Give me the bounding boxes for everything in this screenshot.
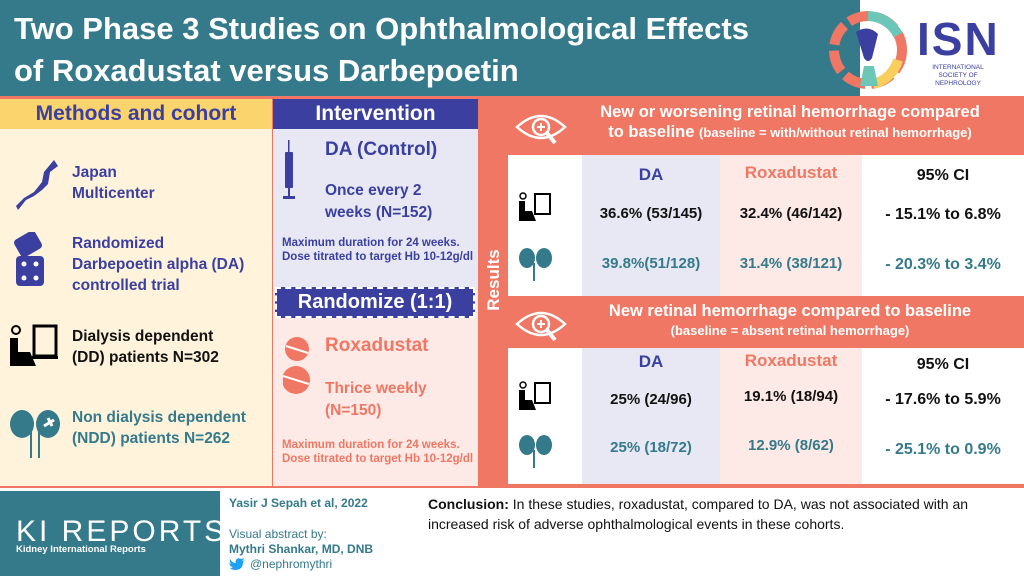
author: Mythri Shankar, MD, DNB — [229, 542, 374, 556]
section2-da-column — [582, 348, 720, 484]
s1-ndd-ci: - 20.3% to 3.4% — [885, 256, 1001, 273]
ndd-line1: Non dialysis dependent — [72, 409, 246, 426]
intervention-da-panel — [273, 99, 478, 289]
design-line3: controlled trial — [72, 277, 180, 294]
conclusion: Conclusion: In these studies, roxadustat… — [428, 494, 1020, 534]
methods-heading: Methods and cohort — [0, 99, 272, 129]
methods-item-ndd: Non dialysis dependent (NDD) patients N=2… — [72, 407, 246, 449]
twitter-icon — [229, 558, 245, 570]
japan-map-icon — [16, 160, 58, 210]
ki-reports-subtitle: Kidney International Reports — [16, 544, 146, 555]
rx-freq-line2: (N=150) — [325, 402, 382, 419]
dice-icon — [14, 232, 44, 286]
title-line-1: Two Phase 3 Studies on Ophthalmological … — [14, 11, 749, 46]
section1-header-roxadustat: Roxadustat — [744, 163, 838, 182]
eye-magnifier-icon — [515, 114, 567, 145]
header-banner — [0, 0, 860, 96]
da-note: Maximum duration for 24 weeks. Dose titr… — [282, 237, 474, 263]
conclusion-text: In these studies, roxadustat, compared t… — [428, 496, 969, 532]
title-line-2: of Roxadustat versus Darbepoetin — [14, 53, 519, 88]
s2-dd-ci: - 17.6% to 5.9% — [885, 391, 1001, 408]
methods-item-design: Randomized Darbepoetin alpha (DA) controll… — [72, 233, 244, 296]
s1-ndd-roxadustat: 31.4% (38/121) — [739, 255, 843, 272]
section2-header-roxadustat: Roxadustat — [744, 351, 838, 370]
section1-subtitle: (baseline = with/without retinal hemorrh… — [699, 125, 972, 140]
section2-heading: New retinal hemorrhage compared to basel… — [570, 301, 1010, 341]
methods-item-location: Japan Multicenter — [72, 162, 155, 204]
section1-title1: New or worsening retinal hemorrhage comp… — [600, 103, 980, 121]
section1-heading: New or worsening retinal hemorrhage comp… — [570, 102, 1010, 143]
eye-magnifier-icon — [515, 311, 567, 342]
randomize-heading: Randomize (1:1) — [275, 287, 475, 318]
section1-roxadustat-column — [720, 155, 862, 296]
section1-da-column — [582, 155, 720, 296]
section2-table: DA Roxadustat 95% CI 25% (24/96) 19.1% (… — [508, 348, 1024, 484]
dialysis-patient-icon — [10, 324, 58, 366]
da-title: DA (Control) — [325, 139, 438, 160]
page-title: Two Phase 3 Studies on Ophthalmological … — [14, 8, 854, 92]
s1-dd-ci: - 15.1% to 6.8% — [885, 206, 1001, 223]
da-freq-line2: weeks (N=152) — [325, 204, 433, 221]
kidney-icon — [519, 248, 552, 281]
s2-dd-da: 25% (24/96) — [610, 391, 692, 408]
twitter-handle[interactable]: @nephromythri — [250, 557, 333, 571]
citation: Yasir J Sepah et al, 2022 — [229, 496, 368, 510]
location-line2: Multicenter — [72, 185, 155, 202]
roxadustat-title: Roxadustat — [325, 335, 429, 356]
isn-logo-subtitle: INTERNATIONAL SOCIETY OF NEPHROLOGY — [932, 64, 984, 87]
rx-freq-line1: Thrice weekly — [325, 380, 427, 397]
methods-item-dd: Dialysis dependent (DD) patients N=302 — [72, 326, 219, 368]
section2-roxadustat-column — [720, 348, 862, 484]
section1-title2: to baseline — [608, 123, 695, 141]
section2-header-da: DA — [638, 352, 664, 371]
pill-icon — [283, 337, 310, 394]
ki-reports-title: KI REPORTS — [16, 515, 228, 548]
location-line1: Japan — [72, 164, 117, 181]
kidney-icon — [519, 435, 552, 468]
isn-emblem-icon — [829, 11, 907, 89]
dialysis-patient-icon — [519, 381, 551, 410]
section2-header-ci: 95% CI — [916, 356, 970, 373]
s2-ndd-roxadustat: 12.9% (8/62) — [748, 437, 834, 454]
s1-dd-da: 36.6% (53/145) — [599, 205, 703, 222]
section2-title1: New retinal hemorrhage compared to basel… — [608, 302, 972, 320]
kidney-icon — [10, 410, 60, 458]
s2-ndd-da: 25% (18/72) — [610, 439, 692, 456]
da-freq-line1: Once every 2 — [325, 182, 422, 199]
s1-dd-roxadustat: 32.4% (46/142) — [739, 205, 843, 222]
s2-ndd-ci: - 25.1% to 0.9% — [885, 441, 1001, 458]
syringe-icon — [283, 140, 295, 199]
design-line2: Darbepoetin alpha (DA) — [72, 256, 245, 273]
dd-line1: Dialysis dependent — [72, 328, 214, 345]
section2-subtitle: (baseline = absent retinal hemorrhage) — [670, 323, 910, 338]
section1-table: DA Roxadustat 95% CI 36.6% (53/145) 32.4… — [508, 155, 1024, 296]
conclusion-label: Conclusion: — [428, 496, 509, 512]
s2-dd-roxadustat: 19.1% (18/94) — [743, 388, 839, 405]
results-label: Results — [481, 220, 507, 340]
da-frequency: Once every 2 weeks (N=152) — [325, 180, 432, 224]
section1-header-da: DA — [638, 165, 664, 184]
ndd-line2: (NDD) patients N=262 — [72, 430, 231, 447]
intervention-heading: Intervention — [273, 99, 478, 129]
roxadustat-note: Maximum duration for 24 weeks. Dose titr… — [282, 439, 474, 465]
design-line1: Randomized — [72, 235, 165, 252]
roxadustat-frequency: Thrice weekly (N=150) — [325, 378, 427, 422]
dd-line2: (DD) patients N=302 — [72, 349, 219, 366]
s1-ndd-da: 39.8%(51/128) — [601, 255, 701, 272]
ki-reports-logo — [0, 491, 220, 576]
visual-abstract-label: Visual abstract by: — [229, 527, 327, 541]
isn-logo-text: ISN — [917, 13, 1000, 65]
results-label-text: Results — [484, 249, 503, 311]
dialysis-patient-icon — [519, 192, 551, 221]
isn-logo — [829, 0, 1024, 96]
section1-header-ci: 95% CI — [916, 167, 970, 184]
